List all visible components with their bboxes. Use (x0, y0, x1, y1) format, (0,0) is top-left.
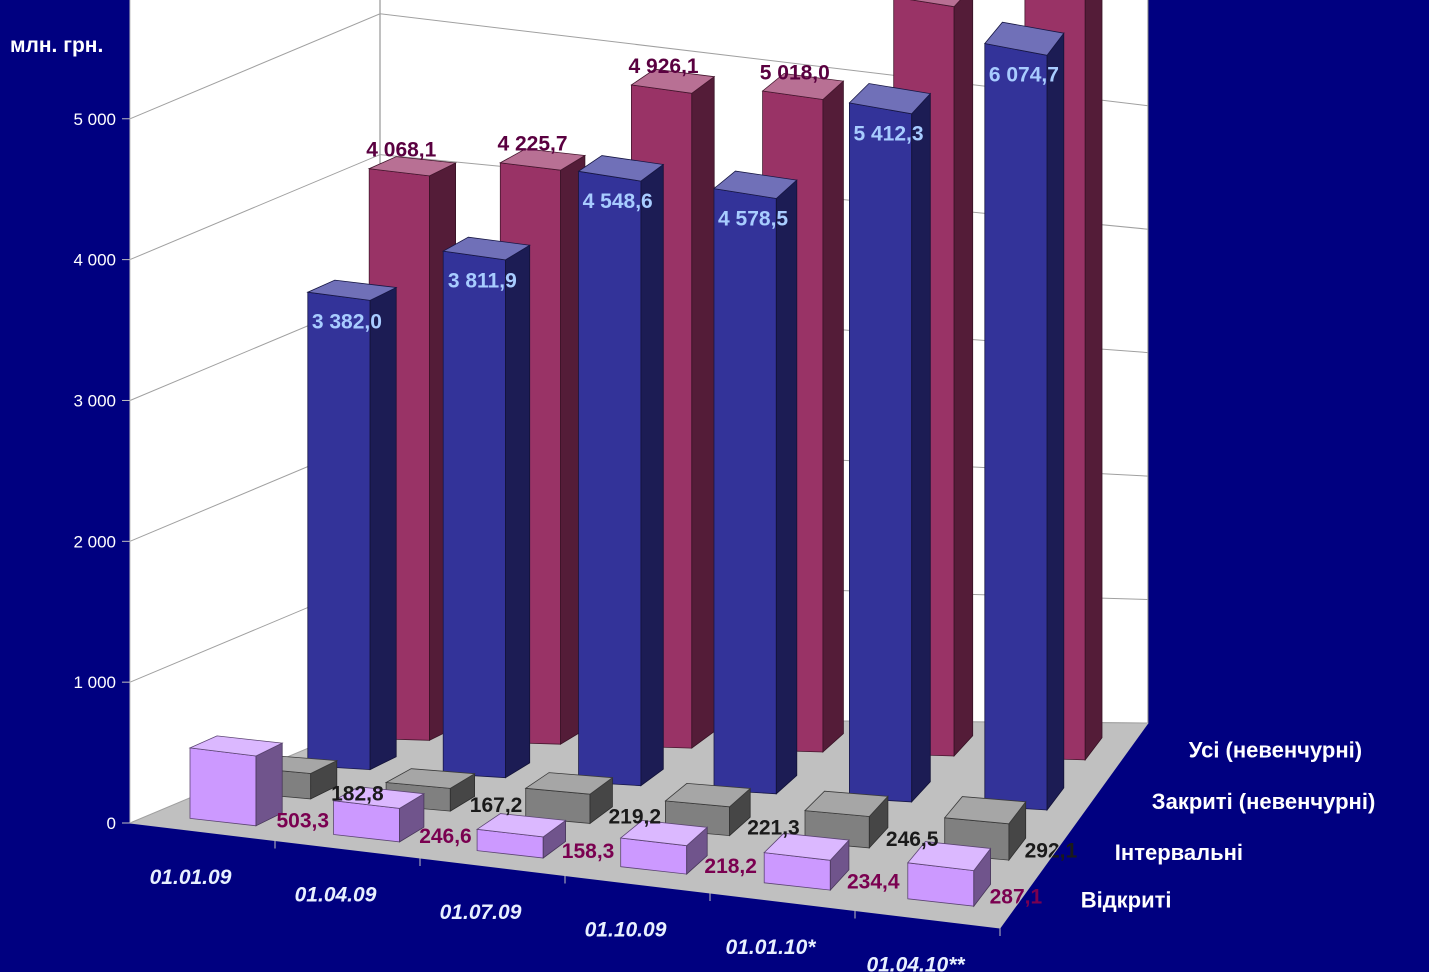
bar (848, 83, 932, 803)
y-unit-label: млн. грн. (10, 34, 103, 57)
bar-front-face (713, 188, 777, 795)
bar-front-face (578, 170, 642, 787)
bar-top-face (848, 83, 932, 115)
y-tick-label: 5 000 (73, 110, 116, 129)
bar-top-face (188, 735, 284, 757)
bar (524, 772, 614, 825)
bar-front-face (189, 747, 257, 827)
series-axis-label: Відкриті (1081, 887, 1172, 912)
data-label: 3 382,0 (312, 310, 382, 333)
bar-top-face (984, 21, 1065, 56)
y-tick-label: 1 000 (73, 673, 116, 692)
bar-front-face (984, 43, 1048, 811)
bar (804, 790, 889, 849)
gridline (129, 13, 1149, 120)
data-label: 6 074,7 (989, 63, 1059, 86)
bar-top-face (367, 156, 458, 177)
data-label: 292,1 (1025, 839, 1078, 862)
data-label: 3 811,9 (448, 270, 517, 293)
data-labels: 503,3 246,6 158,3 218,2 234,4 287,1 182,8 167,2… (277, 55, 1078, 909)
x-tick-label: 01.10.09 (585, 918, 667, 941)
data-label: 5 018,0 (760, 61, 830, 84)
data-label: 503,3 (277, 810, 330, 833)
x-axis-line (129, 822, 1001, 929)
bar (306, 279, 398, 771)
bar-top-face (909, 0, 961, 8)
bar-top-face (907, 841, 992, 872)
bar-top-face (384, 768, 476, 789)
bar-top-face (763, 832, 850, 861)
bar-side-face (369, 286, 397, 771)
bars (188, 0, 1103, 908)
bar-side-face (505, 244, 531, 779)
data-label: 4 926,1 (629, 55, 699, 78)
bar-side-face (822, 80, 844, 753)
data-label: 219,2 (609, 805, 662, 828)
bar-top-face (475, 813, 567, 838)
x-tick-label: 01.07.09 (440, 901, 522, 924)
bar (577, 155, 665, 787)
y-tick-label: 3 000 (73, 391, 116, 410)
bar-top-face (306, 279, 398, 301)
bar-side-face (640, 163, 664, 787)
bar-side-face (691, 75, 715, 749)
bar-top-face (619, 820, 709, 847)
data-label: 246,6 (419, 825, 472, 848)
series-axis-label: Закриті (невенчурні) (1152, 789, 1375, 814)
data-label: 287,1 (990, 886, 1043, 909)
bar-side-face (1046, 32, 1065, 812)
y-tick-label: 2 000 (73, 532, 116, 551)
bar-top-face (943, 796, 1027, 825)
bar-top-face (630, 68, 716, 94)
data-label: 4 225,7 (497, 133, 567, 156)
x-tick-label: 01.04.09 (295, 883, 377, 906)
bar-side-face (953, 0, 974, 758)
y-tick-label: 0 (107, 814, 116, 833)
x-tick-label: 01.01.09 (150, 866, 232, 889)
data-label: 158,3 (562, 840, 615, 863)
bar (907, 841, 992, 908)
bar (441, 236, 531, 779)
data-label: 246,5 (886, 828, 939, 851)
bar-front-face (442, 250, 506, 779)
data-label: 182,8 (331, 783, 384, 806)
x-tick-label: 01.04.10** (866, 953, 965, 972)
bar (763, 832, 850, 892)
bar (475, 813, 567, 859)
data-label: 4 548,6 (583, 190, 653, 213)
bar (984, 21, 1065, 812)
data-label: 4 068,1 (366, 138, 436, 161)
bar-top-face (713, 170, 798, 199)
bar-top-face (524, 772, 614, 795)
data-label: 5 412,3 (853, 122, 923, 145)
bar-top-face (332, 786, 426, 809)
bar-front-face (307, 291, 371, 771)
depth-axis-line (999, 722, 1149, 929)
bar-side-face (775, 179, 798, 795)
bar (332, 786, 426, 843)
bar-front-face (849, 102, 913, 803)
bar-side-face (1084, 0, 1103, 762)
x-tick-label: 01.01.10* (726, 936, 817, 959)
bar (619, 820, 709, 875)
bar-side-face (911, 92, 931, 803)
series-axis-label: Усі (невенчурні) (1189, 738, 1362, 763)
data-label: 167,2 (470, 794, 523, 817)
data-label: 234,4 (847, 870, 900, 893)
bar-top-face (577, 155, 665, 182)
data-label: 4 578,5 (718, 208, 788, 231)
series-axis-label: Інтервальні (1115, 840, 1243, 865)
bar (188, 735, 284, 827)
data-label: 221,3 (747, 817, 800, 840)
bar-top-face (441, 236, 531, 261)
bar (713, 170, 798, 795)
bar-top-face (804, 790, 889, 817)
bar-top-face (664, 782, 752, 808)
y-tick-label: 4 000 (73, 251, 116, 270)
data-label: 218,2 (704, 855, 757, 878)
bar-top-face (499, 148, 587, 171)
bar-top-face (761, 73, 845, 100)
